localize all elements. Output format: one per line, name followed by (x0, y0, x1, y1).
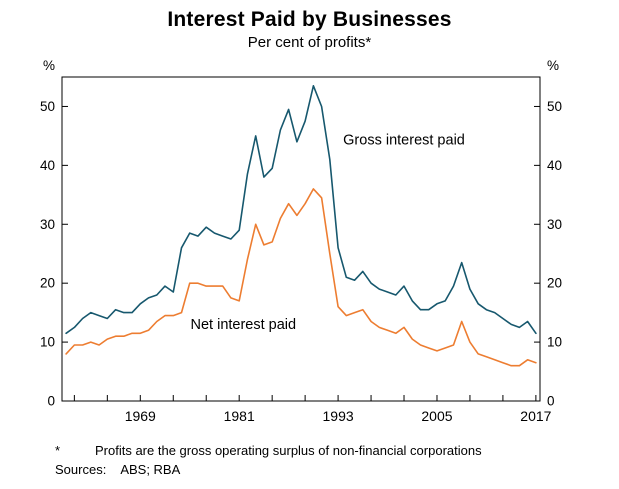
x-tick-label: 2017 (520, 408, 551, 424)
footnotes: * Profits are the gross operating surplu… (55, 442, 619, 480)
y-tick-label-right: 50 (547, 99, 562, 114)
x-tick-label: 1993 (323, 408, 354, 424)
chart-subtitle: Per cent of profits* (247, 34, 372, 51)
plot-frame (61, 76, 541, 402)
x-tick-label: 1969 (125, 408, 156, 424)
y-tick-label-right: 40 (547, 158, 562, 173)
sources-text: ABS; RBA (120, 461, 181, 477)
footnote-text: Profits are the gross operating surplus … (95, 443, 482, 458)
axis-unit-right: % (547, 58, 559, 73)
y-tick-label-left: 50 (40, 99, 55, 114)
y-tick-label-right: 30 (547, 217, 562, 232)
footnote: * Profits are the gross operating surplu… (55, 442, 619, 461)
series-line-gross-interest-paid (65, 84, 537, 335)
y-tick-label-left: 0 (47, 394, 55, 409)
axis-unit-left: % (43, 58, 55, 73)
sources-label: Sources: (55, 461, 107, 477)
series-label-net-interest-paid: Net interest paid (191, 317, 297, 333)
y-tick-label-left: 20 (40, 276, 55, 291)
y-tick-label-right: 20 (547, 276, 562, 291)
y-tick-label-left: 10 (40, 335, 55, 350)
x-tick-label: 1981 (224, 408, 255, 424)
y-tick-label-right: 0 (547, 394, 555, 409)
y-tick-label-right: 10 (547, 335, 562, 350)
y-tick-label-left: 40 (40, 158, 55, 173)
x-tick-label: 2005 (421, 408, 452, 424)
series-label-gross-interest-paid: Gross interest paid (343, 133, 465, 149)
footnote-marker: * (55, 443, 61, 458)
series-line-net-interest-paid (65, 188, 537, 367)
chart-title: Interest Paid by Businesses (167, 8, 452, 31)
line-chart: 0 0 10 10 20 20 30 30 40 40 50 50% % 1969 1981 1993 2005… (40, 58, 562, 424)
sources-line: Sources: ABS; RBA (55, 461, 619, 480)
y-tick-label-left: 30 (40, 217, 55, 232)
